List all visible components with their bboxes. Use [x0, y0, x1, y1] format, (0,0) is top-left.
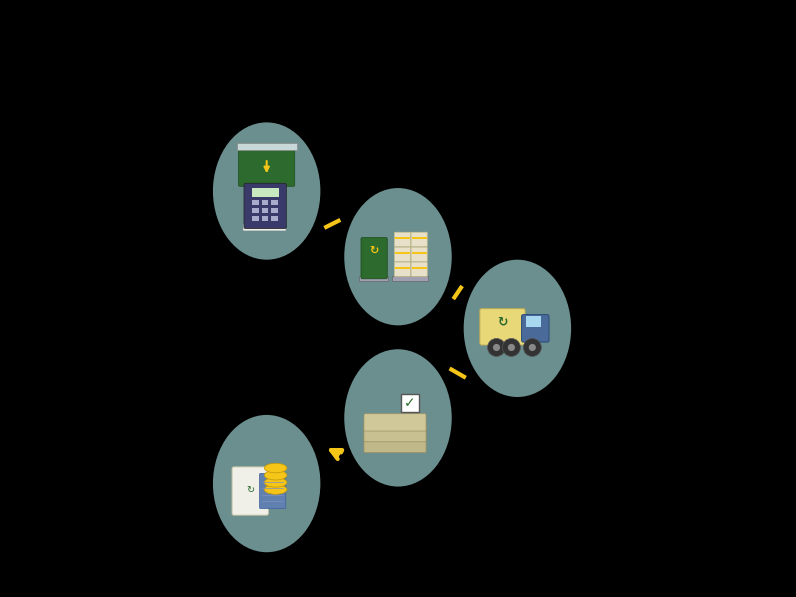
FancyBboxPatch shape: [232, 467, 268, 515]
Bar: [252, 208, 259, 213]
Bar: [359, 276, 388, 281]
FancyBboxPatch shape: [259, 473, 286, 509]
Bar: [252, 216, 259, 221]
FancyBboxPatch shape: [395, 262, 411, 276]
Ellipse shape: [264, 485, 287, 494]
Ellipse shape: [264, 478, 287, 487]
Bar: [526, 316, 541, 327]
FancyBboxPatch shape: [364, 435, 426, 453]
Circle shape: [508, 344, 515, 351]
FancyBboxPatch shape: [480, 309, 525, 345]
FancyBboxPatch shape: [521, 315, 549, 342]
Bar: [271, 200, 278, 205]
Bar: [412, 237, 427, 239]
Bar: [412, 267, 427, 269]
Circle shape: [529, 344, 536, 351]
Bar: [395, 237, 410, 239]
FancyBboxPatch shape: [239, 145, 295, 186]
Circle shape: [487, 338, 505, 356]
Ellipse shape: [344, 188, 452, 325]
Bar: [262, 208, 268, 213]
Ellipse shape: [463, 260, 572, 397]
Bar: [271, 216, 278, 221]
Ellipse shape: [264, 463, 287, 473]
Bar: [401, 394, 419, 412]
Ellipse shape: [213, 122, 321, 260]
Bar: [392, 276, 428, 281]
Bar: [262, 216, 268, 221]
FancyBboxPatch shape: [244, 183, 287, 229]
Ellipse shape: [264, 470, 287, 480]
FancyBboxPatch shape: [412, 262, 427, 276]
Bar: [412, 252, 427, 254]
Bar: [271, 208, 278, 213]
Bar: [395, 267, 410, 269]
FancyBboxPatch shape: [412, 247, 427, 261]
Text: ✓: ✓: [404, 396, 416, 410]
FancyBboxPatch shape: [412, 232, 427, 247]
FancyBboxPatch shape: [364, 424, 426, 442]
Circle shape: [523, 338, 541, 356]
Bar: [395, 252, 410, 254]
Text: ↻: ↻: [498, 316, 508, 329]
FancyBboxPatch shape: [395, 232, 411, 247]
Bar: [237, 143, 297, 150]
Bar: [262, 200, 268, 205]
Text: ↻: ↻: [369, 246, 379, 256]
Ellipse shape: [344, 349, 452, 487]
FancyBboxPatch shape: [395, 247, 411, 261]
Ellipse shape: [213, 415, 321, 552]
FancyBboxPatch shape: [361, 238, 387, 279]
Bar: [252, 188, 279, 197]
Text: ↻: ↻: [246, 485, 254, 494]
Circle shape: [493, 344, 500, 351]
Bar: [243, 224, 285, 230]
Bar: [252, 200, 259, 205]
FancyBboxPatch shape: [364, 414, 426, 431]
Circle shape: [502, 338, 521, 356]
